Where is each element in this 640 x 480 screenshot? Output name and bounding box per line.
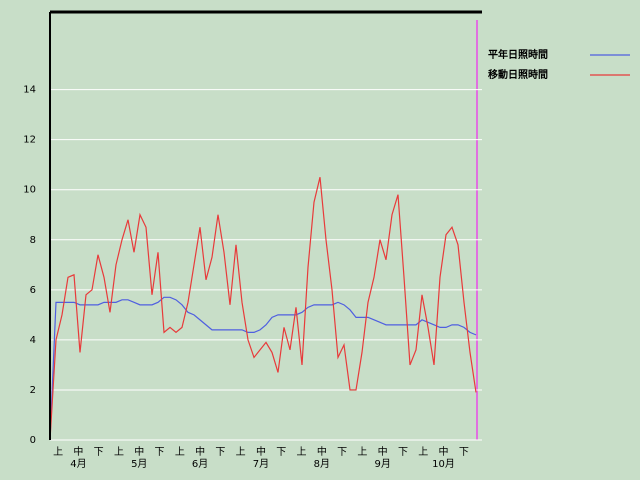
x-tick-label: 上 [357, 446, 367, 458]
x-tick-label: 中 [134, 445, 144, 458]
x-tick-label: 中 [378, 445, 388, 458]
x-tick-label: 上 [297, 446, 307, 458]
y-tick-label: 6 [30, 285, 36, 296]
month-label: 10月 [432, 458, 455, 470]
month-label: 4月 [70, 458, 86, 470]
x-tick-label: 下 [398, 447, 408, 458]
month-label: 6月 [192, 458, 208, 470]
y-tick-label: 8 [30, 235, 36, 246]
month-label: 8月 [314, 458, 330, 470]
x-tick-label: 上 [418, 446, 428, 458]
x-tick-label: 上 [53, 446, 63, 458]
y-tick-label: 12 [23, 135, 36, 146]
x-tick-label: 中 [195, 445, 205, 458]
x-tick-label: 下 [459, 447, 469, 458]
y-tick-label: 14 [23, 85, 36, 96]
y-tick-label: 4 [30, 335, 36, 346]
legend-label: 平年日照時間 [488, 48, 548, 61]
y-tick-label: 2 [30, 385, 36, 396]
x-tick-label: 下 [215, 447, 225, 458]
y-tick-label: 0 [30, 435, 36, 446]
x-tick-label: 中 [73, 445, 83, 458]
x-tick-label: 中 [256, 445, 266, 458]
series-line [49, 296, 477, 441]
legend-label: 移動日照時間 [488, 68, 548, 81]
month-label: 7月 [253, 458, 269, 470]
series-line [49, 177, 477, 441]
x-tick-label: 下 [276, 447, 286, 458]
x-tick-label: 上 [114, 446, 124, 458]
month-label: 5月 [131, 458, 147, 470]
x-tick-label: 中 [439, 445, 449, 458]
x-tick-label: 下 [94, 447, 104, 458]
x-tick-label: 下 [155, 447, 165, 458]
y-tick-label: 10 [23, 185, 36, 196]
x-tick-label: 中 [317, 445, 327, 458]
month-label: 9月 [374, 458, 390, 470]
plot: 02468101214上中下上中下上中下上中下上中下上中下上中下4月 5月 6月 7月… [23, 48, 630, 470]
x-tick-label: 下 [337, 447, 347, 458]
x-tick-label: 上 [175, 446, 185, 458]
x-tick-label: 上 [236, 446, 246, 458]
